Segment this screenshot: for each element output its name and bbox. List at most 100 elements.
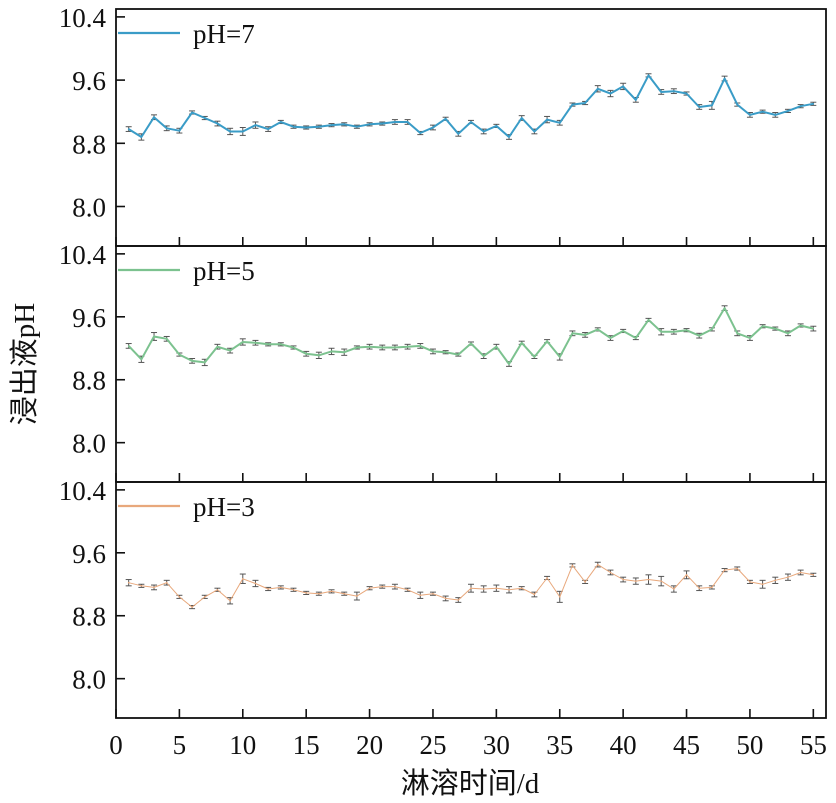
data-point — [685, 329, 688, 331]
y-axis-label: 浸出液pH — [8, 303, 41, 426]
data-point — [660, 330, 662, 333]
data-point — [330, 590, 333, 593]
data-point — [203, 361, 206, 364]
data-point — [381, 122, 384, 125]
data-point — [178, 596, 181, 598]
data-point — [394, 121, 396, 123]
data-point — [444, 351, 447, 354]
data-point — [799, 571, 802, 574]
data-point — [419, 345, 422, 347]
data-point — [673, 588, 675, 590]
data-point — [127, 128, 130, 130]
data-point — [609, 337, 612, 339]
legend: pH=5 — [118, 256, 255, 286]
data-point — [736, 332, 739, 335]
data-point — [330, 350, 333, 353]
data-point — [647, 74, 650, 77]
data-point — [558, 356, 561, 358]
data-point — [203, 596, 206, 598]
x-tick-label: 55 — [800, 730, 827, 760]
data-point — [482, 355, 485, 357]
data-point — [546, 340, 548, 342]
data-point — [457, 599, 460, 601]
x-tick-label: 10 — [229, 730, 256, 760]
data-point — [254, 582, 257, 585]
data-point — [698, 106, 701, 108]
data-point — [127, 345, 130, 347]
data-point — [419, 132, 422, 134]
data-point — [749, 337, 751, 339]
x-tick-label: 15 — [293, 730, 320, 760]
data-point — [127, 581, 130, 584]
data-point — [292, 588, 295, 591]
data-point — [165, 581, 168, 584]
panel-ph3: 8.0 8.8 9.6 10.4 0 5 10 15 20 25 30 35 40 45 50 55 pH=3 — [59, 476, 827, 760]
series-line — [127, 307, 814, 365]
data-point — [356, 595, 358, 597]
data-point — [596, 328, 599, 331]
data-point — [787, 110, 789, 112]
data-point — [774, 114, 777, 116]
data-point — [508, 136, 510, 138]
data-point — [723, 77, 726, 80]
data-point — [343, 123, 346, 126]
panel-ph5: 8.0 8.8 9.6 10.4 pH=5 — [59, 240, 827, 483]
data-point — [558, 596, 561, 598]
data-point — [533, 593, 536, 596]
data-point — [229, 349, 231, 352]
data-point — [520, 341, 523, 344]
data-point — [596, 563, 599, 566]
data-point — [647, 319, 650, 321]
data-point — [343, 592, 346, 595]
data-point — [508, 588, 510, 591]
data-point — [571, 564, 574, 567]
data-point — [736, 103, 739, 106]
data-point — [343, 351, 346, 354]
data-point — [495, 345, 498, 348]
data-point — [647, 578, 650, 581]
data-point — [470, 121, 472, 123]
x-tick-label: 35 — [546, 730, 573, 760]
data-point — [178, 129, 181, 132]
data-point — [495, 587, 498, 589]
x-tick-label: 45 — [673, 730, 700, 760]
data-point — [520, 587, 523, 589]
data-point — [508, 363, 510, 365]
y-tick-label: 10.4 — [59, 476, 107, 506]
data-point — [787, 576, 789, 578]
data-point — [685, 574, 688, 576]
data-point — [799, 324, 802, 327]
y-tick-label: 8.8 — [72, 366, 106, 396]
data-point — [381, 346, 384, 349]
data-point — [140, 136, 143, 138]
x-tick-label: 0 — [109, 730, 123, 760]
data-point — [635, 99, 637, 101]
y-tick-label: 8.0 — [72, 665, 106, 695]
data-point — [533, 130, 536, 133]
data-point — [432, 592, 434, 595]
data-point — [305, 352, 307, 355]
data-point — [381, 585, 384, 588]
data-point — [444, 118, 447, 120]
data-point — [229, 130, 231, 133]
data-point — [267, 588, 269, 590]
x-axis-label: 淋溶时间/d — [401, 767, 540, 800]
data-point — [470, 587, 472, 589]
data-point — [761, 110, 764, 113]
data-point — [178, 353, 181, 356]
data-point — [546, 577, 548, 579]
data-point — [292, 346, 295, 349]
data-point — [571, 332, 574, 335]
data-point — [368, 587, 371, 589]
data-point — [241, 341, 244, 343]
data-point — [635, 580, 637, 582]
data-point — [153, 116, 155, 119]
data-point — [292, 125, 295, 128]
data-point — [761, 325, 764, 328]
data-point — [622, 578, 624, 581]
data-point — [153, 335, 155, 338]
y-tick-label: 10.4 — [59, 240, 107, 270]
data-point — [305, 126, 307, 129]
data-point — [419, 594, 422, 597]
